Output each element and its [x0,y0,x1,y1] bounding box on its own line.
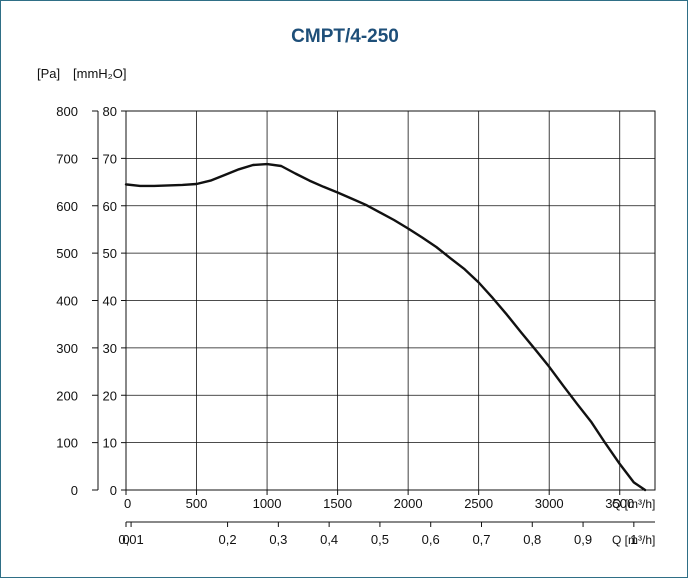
y-tick-label-mmh2o: 20 [103,388,117,403]
x-tick-label-m3s: 0,9 [574,532,592,547]
y-tick-label-pa: 700 [56,151,78,166]
y-tick-label-mmh2o: 50 [103,246,117,261]
x-tick-label-m3s: 0,6 [422,532,440,547]
y-tick-label-mmh2o: 70 [103,151,117,166]
x-tick-label-m3h: 0 [124,496,131,511]
x-tick-label-m3h: 3500 [605,496,634,511]
x-tick-label-m3s: 0,3 [269,532,287,547]
x-tick-label-m3s: 0,01 [118,532,143,547]
y-tick-label-mmh2o: 60 [103,199,117,214]
x-axis-label-m3h: Q [m³/h] [612,497,655,511]
y-tick-label-pa: 800 [56,104,78,119]
y-tick-label-pa: 600 [56,199,78,214]
x-tick-label-m3s: 0,4 [320,532,338,547]
y-tick-label-mmh2o: 40 [103,294,117,309]
x-tick-label-m3s: 0,2 [219,532,237,547]
x-tick-label-m3s: 0 [122,532,129,547]
y-axis-label-mmh2o: [mmH₂O] [73,66,126,81]
y-tick-label-mmh2o: 80 [103,104,117,119]
y-tick-label-mmh2o: 30 [103,341,117,356]
y-tick-label-pa: 400 [56,294,78,309]
y-tick-label-pa: 200 [56,388,78,403]
x-axis-label-m3s: Q [m³/h] [612,533,655,547]
y-axis-label-pa: [Pa] [37,66,60,81]
y-tick-label-mmh2o: 10 [103,436,117,451]
x-tick-label-m3h: 500 [186,496,208,511]
chart-title: CMPT/4-250 [291,26,399,47]
y-tick-label-pa: 0 [71,483,78,498]
y-tick-label-pa: 300 [56,341,78,356]
y-tick-label-pa: 500 [56,246,78,261]
x-tick-label-m3h: 2500 [464,496,493,511]
x-tick-label-m3h: 1500 [323,496,352,511]
x-tick-label-m3s: 0,5 [371,532,389,547]
series-line [124,162,647,492]
y-tick-label-mmh2o: 0 [110,483,117,498]
x-tick-label-m3s: 1 [630,532,637,547]
x-tick-label-m3s: 0,8 [523,532,541,547]
x-tick-label-m3s: 0,7 [472,532,490,547]
y-tick-label-pa: 100 [56,436,78,451]
x-tick-label-m3h: 1000 [253,496,282,511]
x-tick-label-m3h: 2000 [394,496,423,511]
x-tick-label-m3h: 3000 [535,496,564,511]
